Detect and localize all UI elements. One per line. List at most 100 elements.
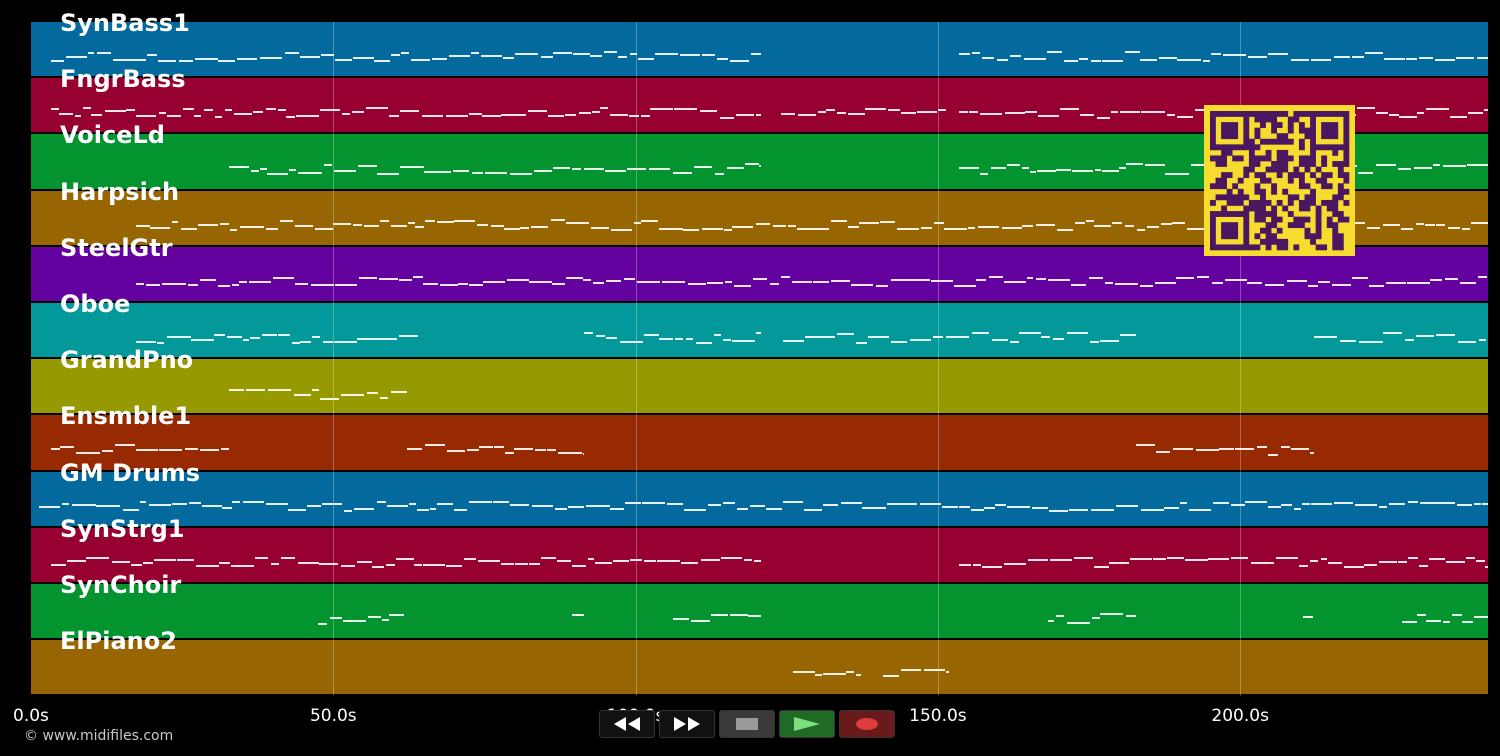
track-synchoir[interactable]: SynChoir xyxy=(31,571,1488,641)
note xyxy=(1210,53,1221,56)
track-synstrg1[interactable]: SynStrg1 xyxy=(31,515,1488,584)
note xyxy=(259,57,283,60)
qr-code[interactable] xyxy=(1204,105,1355,256)
note xyxy=(714,172,725,175)
note xyxy=(994,504,1006,507)
note xyxy=(666,502,684,505)
note xyxy=(239,281,248,284)
note xyxy=(1386,282,1407,285)
note xyxy=(1112,221,1122,224)
note xyxy=(501,563,515,566)
note xyxy=(1146,226,1160,229)
note xyxy=(172,220,179,223)
note xyxy=(321,503,343,506)
note xyxy=(971,508,984,511)
note xyxy=(1063,59,1078,62)
record-button[interactable] xyxy=(839,710,895,738)
note xyxy=(751,53,761,56)
track-label: SynStrg1 xyxy=(60,514,185,543)
note xyxy=(1176,277,1195,280)
note xyxy=(984,506,995,509)
note xyxy=(1009,55,1022,58)
note xyxy=(482,114,501,117)
play-button[interactable] xyxy=(779,710,835,738)
track-grandpno[interactable]: GrandPno xyxy=(31,346,1488,416)
grid-line xyxy=(1240,22,1242,696)
note xyxy=(989,276,1004,279)
note xyxy=(605,169,626,172)
note xyxy=(114,444,136,447)
track-elpiano2[interactable]: ElPiano2 xyxy=(31,627,1488,697)
rewind-button[interactable] xyxy=(599,710,655,738)
note xyxy=(797,114,817,117)
note xyxy=(446,564,463,567)
note xyxy=(280,556,295,559)
note xyxy=(432,58,448,61)
note xyxy=(1397,560,1407,563)
track-oboe[interactable]: Oboe xyxy=(31,290,1488,360)
fast-forward-button[interactable] xyxy=(659,710,715,738)
note xyxy=(1419,502,1435,505)
note xyxy=(320,109,340,112)
note xyxy=(481,54,502,57)
note xyxy=(437,170,451,173)
note xyxy=(723,338,731,341)
note xyxy=(749,504,766,507)
note xyxy=(891,340,908,343)
note xyxy=(1049,559,1073,562)
note xyxy=(1416,334,1434,337)
grid-line xyxy=(333,22,335,696)
note xyxy=(380,220,390,223)
note xyxy=(182,108,194,111)
note xyxy=(1041,336,1050,339)
note xyxy=(1101,170,1119,173)
note xyxy=(1405,339,1414,342)
note xyxy=(300,340,311,343)
note xyxy=(267,388,292,391)
note xyxy=(691,619,711,622)
note xyxy=(1398,167,1412,170)
stop-button[interactable] xyxy=(719,710,775,738)
grid-line xyxy=(937,22,939,696)
note xyxy=(533,169,552,172)
note xyxy=(1029,171,1037,174)
note xyxy=(744,163,759,166)
note xyxy=(1125,51,1140,54)
note xyxy=(1294,507,1302,510)
note xyxy=(862,507,886,510)
note xyxy=(1275,556,1299,559)
note xyxy=(454,220,476,223)
note xyxy=(91,114,103,117)
note xyxy=(299,56,321,59)
note xyxy=(584,167,605,170)
note xyxy=(311,336,321,339)
note xyxy=(320,397,339,400)
note xyxy=(51,447,60,450)
note xyxy=(901,669,922,672)
track-ensmble1[interactable]: Ensmble1 xyxy=(31,402,1488,472)
note xyxy=(478,559,500,562)
note xyxy=(593,281,605,284)
note xyxy=(215,115,222,118)
note xyxy=(781,113,795,116)
note xyxy=(226,336,243,339)
note xyxy=(1035,277,1046,280)
track-synbass1[interactable]: SynBass1 xyxy=(31,9,1488,79)
note xyxy=(66,559,86,562)
note xyxy=(294,394,311,397)
note xyxy=(203,109,213,112)
note xyxy=(710,613,728,616)
track-steelgtr[interactable]: SteelGtr xyxy=(31,234,1488,303)
track-gm-drums[interactable]: GM Drums xyxy=(31,459,1488,528)
note xyxy=(979,113,1003,116)
note xyxy=(1074,556,1093,559)
note xyxy=(250,336,261,339)
note xyxy=(624,501,642,504)
track-label: Harpsich xyxy=(60,177,180,206)
note xyxy=(65,56,87,59)
note xyxy=(930,279,953,282)
note xyxy=(782,501,804,504)
note xyxy=(1369,285,1384,288)
note xyxy=(407,221,416,224)
note xyxy=(136,449,158,452)
